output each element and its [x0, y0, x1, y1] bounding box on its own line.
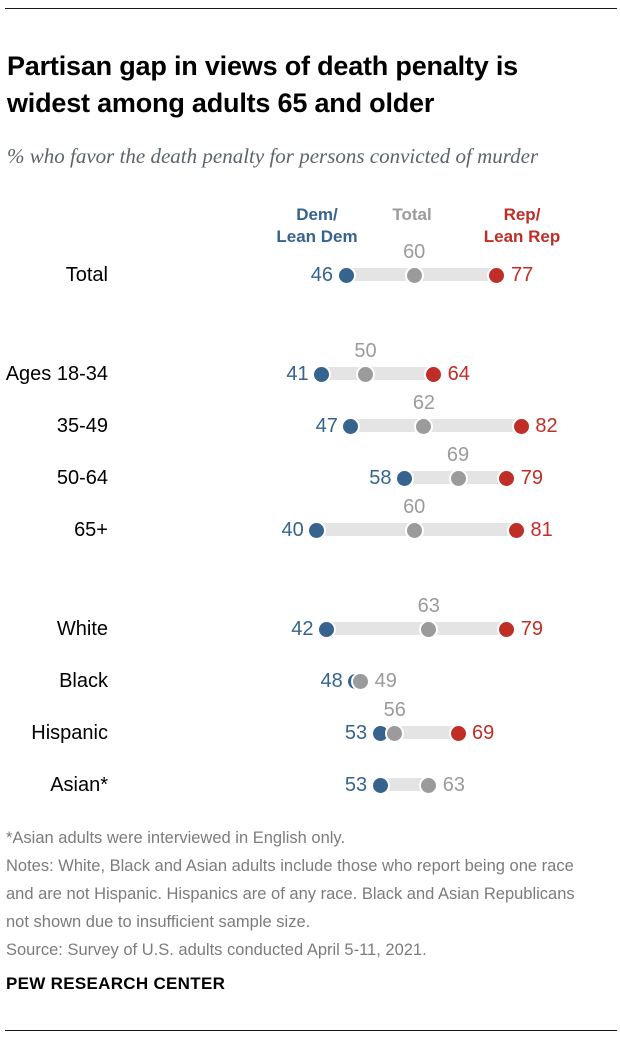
- total-value: 60: [403, 241, 426, 263]
- rep-dot: [497, 468, 517, 488]
- chart-row-black: Black 48 49: [0, 655, 620, 707]
- dumbbell-bar: [380, 778, 429, 791]
- dem-dot: [312, 364, 332, 384]
- total-value: 63: [442, 774, 466, 796]
- rep-dot: [424, 364, 444, 384]
- dem-dot: [370, 775, 390, 795]
- row-label: 65+: [74, 519, 108, 541]
- dem-value: 48: [320, 670, 343, 692]
- total-dot: [448, 468, 468, 488]
- dem-value: 41: [286, 363, 309, 385]
- chart-row-35-49: 35-49 47 62 82: [0, 392, 620, 452]
- rep-dot: [448, 723, 468, 743]
- total-dot: [419, 619, 439, 639]
- dumbbell-bar: [350, 419, 522, 432]
- dumbbell-bar: [326, 622, 507, 635]
- dem-value: 53: [344, 774, 368, 796]
- chart-row-50-64: 50-64 58 69 79: [0, 444, 620, 504]
- chart-row-ages-18-34: Ages 18-34 41 50 64: [0, 340, 620, 400]
- row-label: Hispanic: [31, 722, 108, 744]
- top-rule: [5, 8, 617, 9]
- dem-value: 40: [281, 519, 304, 541]
- dem-value: 46: [310, 264, 334, 286]
- chart-row-white: White 42 63 79: [0, 595, 620, 655]
- rep-dot: [487, 265, 507, 285]
- dem-dot: [394, 468, 414, 488]
- dem-dot: [341, 416, 361, 436]
- total-dot: [414, 416, 434, 436]
- row-label: Asian*: [50, 774, 108, 796]
- row-label: 35-49: [56, 415, 108, 437]
- chart-subtitle: % who favor the death penalty for person…: [7, 144, 539, 168]
- total-dot: [356, 364, 375, 384]
- notes-text: Notes: White, Black and Asian adults inc…: [6, 857, 575, 931]
- total-value: 63: [417, 595, 440, 617]
- chart-row-total: Total 46 60 77: [0, 241, 620, 301]
- rep-value: 79: [520, 618, 543, 640]
- rep-value: 82: [535, 415, 558, 437]
- total-value: 69: [446, 444, 470, 466]
- rep-value: 79: [520, 467, 543, 489]
- chart-row-hispanic: Hispanic 53 56 69: [0, 699, 620, 759]
- rep-dot: [506, 520, 526, 540]
- total-dot: [351, 671, 371, 691]
- row-label: 50-64: [56, 467, 108, 489]
- row-label: Ages 18-34: [5, 363, 108, 385]
- rep-value: 77: [510, 264, 534, 286]
- dem-dot: [317, 619, 337, 639]
- rep-dot: [511, 416, 531, 436]
- footnotes: *Asian adults were interviewed in Englis…: [6, 824, 598, 964]
- dem-value: 58: [369, 467, 392, 489]
- bottom-rule: [5, 1030, 617, 1031]
- row-label: White: [56, 618, 108, 640]
- legend-dem: Dem/Lean Dem: [276, 205, 358, 246]
- total-value: 50: [354, 340, 377, 362]
- rep-value: 69: [472, 722, 495, 744]
- dem-value: 53: [344, 722, 368, 744]
- total-value: 49: [374, 670, 397, 692]
- total-value: 60: [403, 496, 426, 518]
- rep-value: 64: [447, 363, 470, 385]
- total-dot: [419, 775, 439, 795]
- total-value: 62: [412, 392, 436, 414]
- row-label: Black: [59, 670, 108, 692]
- total-dot: [404, 265, 424, 285]
- rep-dot: [497, 619, 517, 639]
- legend-rep: Rep/Lean Rep: [483, 205, 561, 246]
- row-label: Total: [65, 264, 108, 286]
- chart-row-65-: 65+ 40 60 81: [0, 496, 620, 556]
- dem-dot: [336, 265, 356, 285]
- total-dot: [385, 723, 405, 743]
- dem-value: 47: [315, 415, 338, 437]
- asterisk-note: *Asian adults were interviewed in Englis…: [6, 829, 346, 847]
- dem-value: 42: [291, 618, 314, 640]
- chart-title: Partisan gap in views of death penalty i…: [7, 51, 518, 119]
- legend-total: Total: [392, 205, 432, 224]
- source-text: Source: Survey of U.S. adults conducted …: [6, 941, 427, 959]
- chart-row-asian-: Asian* 53 63: [0, 759, 620, 811]
- rep-value: 81: [530, 519, 553, 541]
- dem-dot: [307, 520, 327, 540]
- total-dot: [404, 520, 424, 540]
- brand-footer: PEW RESEARCH CENTER: [6, 974, 226, 993]
- total-value: 56: [383, 699, 406, 721]
- dumbbell-bar: [321, 367, 434, 380]
